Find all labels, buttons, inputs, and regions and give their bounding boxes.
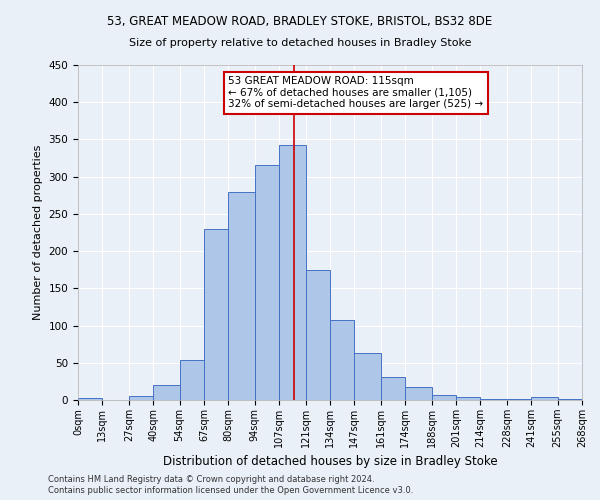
Bar: [507, 398, 531, 400]
Bar: [229, 192, 255, 400]
Bar: [355, 353, 381, 400]
Bar: [204, 229, 229, 400]
Text: Contains public sector information licensed under the Open Government Licence v3: Contains public sector information licen…: [48, 486, 413, 495]
Bar: [78, 398, 103, 400]
Bar: [330, 320, 355, 400]
Y-axis label: Number of detached properties: Number of detached properties: [33, 145, 43, 320]
Bar: [481, 398, 507, 400]
Bar: [179, 360, 204, 400]
Bar: [129, 396, 153, 400]
Bar: [305, 270, 330, 400]
Bar: [431, 395, 456, 400]
Text: Contains HM Land Registry data © Crown copyright and database right 2024.: Contains HM Land Registry data © Crown c…: [48, 475, 374, 484]
Bar: [405, 388, 431, 400]
Bar: [153, 385, 179, 400]
Text: Size of property relative to detached houses in Bradley Stoke: Size of property relative to detached ho…: [129, 38, 471, 48]
Bar: [456, 397, 481, 400]
Text: 53, GREAT MEADOW ROAD, BRADLEY STOKE, BRISTOL, BS32 8DE: 53, GREAT MEADOW ROAD, BRADLEY STOKE, BR…: [107, 15, 493, 28]
Bar: [531, 397, 557, 400]
Text: 53 GREAT MEADOW ROAD: 115sqm
← 67% of detached houses are smaller (1,105)
32% of: 53 GREAT MEADOW ROAD: 115sqm ← 67% of de…: [229, 76, 484, 110]
X-axis label: Distribution of detached houses by size in Bradley Stoke: Distribution of detached houses by size …: [163, 456, 497, 468]
Bar: [255, 166, 279, 400]
Bar: [557, 398, 582, 400]
Bar: [381, 377, 405, 400]
Bar: [279, 144, 305, 400]
